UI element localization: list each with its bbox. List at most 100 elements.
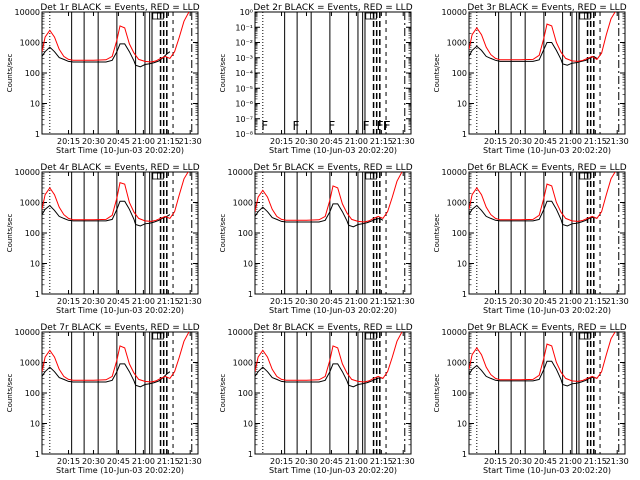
series-events [42,43,171,68]
y-tick-label: 10 [30,420,40,429]
series-events [469,200,598,227]
flag-annotation: F [328,119,335,133]
plot-frame [41,11,199,135]
y-tick-label: 10⁻⁷ [235,115,253,124]
y-axis-label: Counts/sec [6,54,14,93]
panel-title: Det 9r BLACK = Events, RED = LLD [467,323,626,333]
panel-title: Det 1r BLACK = Events, RED = LLD [40,3,199,13]
detector-panel-1: Det 1r BLACK = Events, RED = LLD Start Ti… [6,3,202,155]
y-tick-label: 1000 [447,359,467,368]
x-tick-label: 21:00 [559,297,582,306]
flag-annotation: F [261,119,268,133]
x-tick-label: 20:45 [534,457,557,466]
y-tick-label: 1000 [233,199,253,208]
x-tick-label: 20:45 [534,297,557,306]
x-tick-label: 21:15 [370,137,393,146]
y-tick-label: 1000 [447,39,467,48]
y-tick-label: 10 [457,420,467,429]
flag-box [157,172,164,180]
y-axis-label: Counts/sec [433,54,441,93]
x-axis-label: Start Time (10-Jun-03 20:02:20) [269,466,397,475]
x-tick-label: 20:30 [509,457,532,466]
x-tick-label: 21:15 [157,457,180,466]
y-tick-label: 1 [248,290,253,299]
series-lld [42,332,190,383]
flag-box [584,332,591,340]
y-tick-label: 1 [35,290,40,299]
y-tick-label: 10000 [15,328,40,337]
panel-title: Det 7r BLACK = Events, RED = LLD [40,323,199,333]
x-tick-label: 21:30 [392,297,415,306]
flag-box [157,12,164,20]
y-tick-label: 10000 [442,8,467,17]
plot-frame [254,331,412,455]
x-axis-label: Start Time (10-Jun-03 20:02:20) [483,306,611,315]
x-tick-label: 21:15 [584,457,607,466]
series-events [42,200,171,227]
flag-box [365,332,375,340]
flag-box [370,332,377,340]
panel-title: Det 3r BLACK = Events, RED = LLD [467,3,626,13]
y-tick-label: 100 [25,389,40,398]
x-tick-label: 21:00 [345,457,368,466]
y-tick-label: 10 [30,100,40,109]
x-tick-label: 21:15 [584,297,607,306]
y-tick-label: 10⁻³ [235,54,253,63]
y-tick-label: 100 [238,389,253,398]
y-axis-label: Counts/sec [433,374,441,413]
flag-box [370,172,377,180]
y-tick-label: 10⁻⁵ [235,84,253,93]
plot-frame [41,331,199,455]
x-tick-label: 20:45 [107,297,130,306]
x-tick-label: 20:45 [107,457,130,466]
y-tick-label: 1 [462,130,467,139]
x-tick-label: 21:15 [370,297,393,306]
y-tick-label: 10⁻⁸ [235,130,253,139]
plot-frame [254,11,412,135]
series-lld [255,332,403,383]
plot-frame [468,331,626,455]
x-tick-label: 20:30 [509,297,532,306]
y-tick-label: 100 [25,229,40,238]
plot-frame [41,171,199,295]
y-tick-label: 1 [35,130,40,139]
plot-frame [468,11,626,135]
y-axis-label: Counts/sec [219,214,227,253]
series-lld [469,172,616,222]
x-tick-label: 21:30 [392,457,415,466]
y-tick-label: 1 [248,450,253,459]
x-axis-label: Start Time (10-Jun-03 20:02:20) [269,306,397,315]
y-tick-label: 1000 [233,359,253,368]
x-tick-label: 21:00 [559,457,582,466]
y-tick-label: 10⁰ [240,8,253,17]
y-axis-label: Counts/sec [219,54,227,93]
flag-box [370,12,377,20]
flag-box [579,12,589,20]
panel-title: Det 6r BLACK = Events, RED = LLD [467,163,626,173]
panel-title: Det 4r BLACK = Events, RED = LLD [40,163,199,173]
x-tick-label: 21:00 [559,137,582,146]
x-tick-label: 21:15 [370,457,393,466]
x-tick-label: 21:30 [606,457,629,466]
x-tick-label: 20:45 [534,137,557,146]
y-tick-label: 10⁻² [235,39,253,48]
y-tick-label: 100 [452,389,467,398]
y-tick-label: 1 [462,450,467,459]
y-axis-label: Counts/sec [219,374,227,413]
flag-annotation: F [363,119,370,133]
x-tick-label: 21:00 [132,297,155,306]
detector-panel-5: Det 5r BLACK = Events, RED = LLD Start Ti… [219,163,415,315]
x-tick-label: 20:15 [484,137,507,146]
flag-annotation: FF [377,119,391,133]
series-events [469,42,598,66]
y-tick-label: 10000 [15,168,40,177]
y-tick-label: 10000 [442,168,467,177]
x-tick-label: 21:30 [392,137,415,146]
y-axis-label: Counts/sec [6,214,14,253]
detector-panel-4: Det 4r BLACK = Events, RED = LLD Start Ti… [6,163,202,315]
y-tick-label: 100 [452,69,467,78]
x-axis-label: Start Time (10-Jun-03 20:02:20) [56,146,184,155]
detector-panel-8: Det 8r BLACK = Events, RED = LLD Start Ti… [219,323,415,475]
y-tick-label: 1000 [20,359,40,368]
